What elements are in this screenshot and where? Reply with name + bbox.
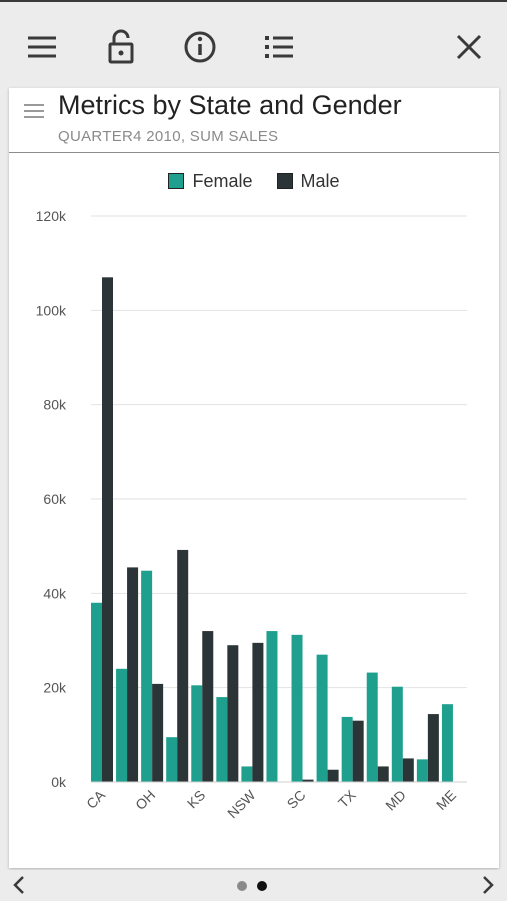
info-icon[interactable] (180, 27, 220, 67)
bar-female-8 (291, 634, 303, 782)
legend-item-male[interactable]: Male (276, 170, 340, 192)
bar-female-1 (116, 668, 128, 782)
top-toolbar (0, 0, 507, 90)
x-tick-label: MD (382, 787, 409, 814)
bar-female-14 (441, 704, 453, 782)
bar-male-6 (252, 642, 264, 782)
bar-male-0 (102, 277, 113, 782)
chevron-right-icon[interactable] (477, 873, 499, 897)
bar-female-7 (266, 631, 278, 782)
drag-handle-icon[interactable] (23, 102, 45, 120)
lock-icon[interactable] (101, 27, 141, 67)
bar-male-5 (227, 645, 239, 782)
chevron-left-icon[interactable] (8, 873, 30, 897)
legend-swatch-male (276, 173, 293, 189)
chart-card: Metrics by State and Gender QUARTER4 201… (9, 88, 499, 868)
bar-female-4 (191, 685, 203, 782)
card-header: Metrics by State and Gender QUARTER4 201… (9, 88, 499, 153)
bar-female-3 (166, 737, 178, 782)
bar-male-12 (402, 758, 414, 782)
menu-icon[interactable] (22, 27, 62, 67)
card-title: Metrics by State and Gender (58, 90, 402, 120)
y-tick-label: 40k (43, 585, 67, 601)
y-tick-label: 100k (36, 302, 67, 318)
chart-legend: Female Male (9, 170, 499, 192)
bar-female-2 (141, 570, 153, 782)
x-tick-label: SC (284, 787, 309, 812)
bar-male-2 (152, 683, 164, 782)
bar-male-1 (127, 567, 139, 782)
bar-female-13 (416, 759, 428, 782)
y-tick-label: 80k (43, 397, 67, 413)
bar-male-11 (377, 766, 389, 782)
bar-female-0 (91, 602, 102, 782)
close-icon[interactable] (449, 27, 489, 67)
y-tick-label: 120k (36, 208, 67, 224)
x-tick-label: NSW (224, 786, 259, 821)
page-dot[interactable] (237, 881, 247, 891)
bar-female-6 (241, 766, 253, 782)
x-tick-label: TX (335, 786, 359, 810)
list-icon[interactable] (259, 27, 299, 67)
bar-male-4 (202, 631, 214, 782)
bar-male-9 (327, 769, 339, 782)
bar-female-11 (366, 672, 378, 782)
bar-male-13 (427, 714, 439, 782)
y-tick-label: 20k (43, 680, 67, 696)
legend-label-male: Male (300, 170, 340, 191)
card-subtitle: QUARTER4 2010, SUM SALES (58, 128, 279, 145)
legend-item-female[interactable]: Female (168, 170, 253, 192)
legend-label-female: Female (192, 170, 253, 191)
pager-bar (0, 870, 507, 900)
y-tick-label: 0k (51, 774, 67, 790)
x-tick-label: ME (433, 787, 459, 813)
x-tick-label: CA (83, 786, 109, 812)
bar-female-9 (316, 654, 328, 782)
bar-male-3 (177, 549, 189, 782)
page-dot-active[interactable] (257, 881, 267, 891)
y-tick-label: 60k (43, 491, 67, 507)
bar-female-10 (341, 716, 353, 782)
legend-swatch-female (168, 173, 185, 189)
x-tick-label: KS (184, 787, 209, 812)
bar-male-8 (302, 779, 314, 782)
bar-chart: 0k 20k 40k 60k 80k 100k 120k CA OH KS NSW SC TX MD ME (36, 208, 467, 821)
bar-female-5 (216, 697, 228, 782)
x-tick-label: OH (132, 787, 158, 813)
page-indicator (237, 881, 267, 891)
bar-male-10 (352, 720, 364, 782)
bar-female-12 (391, 686, 403, 782)
